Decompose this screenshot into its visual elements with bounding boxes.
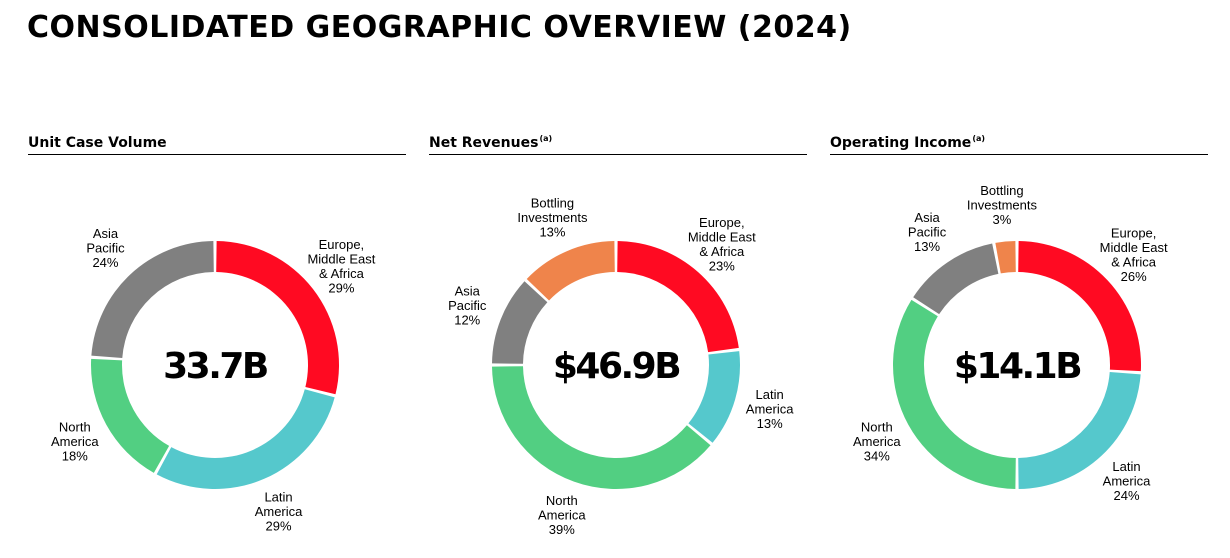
chart-title-text: Net Revenues bbox=[429, 135, 539, 151]
donut-slice-latin-america bbox=[688, 351, 740, 443]
slice-label-latin-america: Latin America 29% bbox=[255, 489, 303, 533]
donut-slice-north-america bbox=[492, 366, 711, 489]
panel-operating-income: Operating Income(a) Europe, Middle East & … bbox=[830, 130, 1208, 558]
slice-label-europe-middle-east-africa: Europe, Middle East & Africa 26% bbox=[1100, 226, 1168, 285]
slice-label-latin-america: Latin America 13% bbox=[746, 387, 794, 431]
donut-slice-europe-middle-east-africa bbox=[216, 241, 339, 395]
chart-title-footnote: (a) bbox=[972, 134, 986, 143]
chart-title-text: Operating Income bbox=[830, 135, 972, 151]
panel-net-revenues: Net Revenues(a) Europe, Middle East & Afri… bbox=[429, 130, 807, 558]
donut-slice-bottling-investments bbox=[526, 241, 615, 301]
donut-slice-north-america bbox=[893, 299, 1016, 489]
slice-label-asia-pacific: Asia Pacific 13% bbox=[908, 210, 947, 254]
donut-center-value: 33.7B bbox=[163, 346, 267, 387]
donut-slice-latin-america bbox=[156, 389, 335, 489]
slice-label-europe-middle-east-africa: Europe, Middle East & Africa 29% bbox=[307, 237, 375, 296]
donut-center-value: $46.9B bbox=[553, 346, 679, 387]
donut-slice-asia-pacific bbox=[913, 243, 999, 315]
slice-label-asia-pacific: Asia Pacific 12% bbox=[448, 284, 487, 328]
slice-label-latin-america: Latin America 24% bbox=[1103, 459, 1151, 503]
donut-slice-asia-pacific bbox=[492, 281, 548, 364]
page-title: CONSOLIDATED GEOGRAPHIC OVERVIEW (2024) bbox=[27, 10, 852, 45]
chart-title-text: Unit Case Volume bbox=[28, 135, 167, 151]
donut-slice-latin-america bbox=[1018, 372, 1141, 489]
chart-title-footnote: (a) bbox=[539, 134, 553, 143]
donut-slice-europe-middle-east-africa bbox=[617, 241, 739, 353]
slice-label-north-america: North America 34% bbox=[853, 420, 901, 464]
donut-slice-north-america bbox=[90, 358, 170, 473]
donut-chart-unit-case-volume: Europe, Middle East & Africa 29% Latin Americ… bbox=[51, 226, 376, 533]
donut-slice-bottling-investments bbox=[995, 241, 1016, 274]
slice-label-bottling-investments: Bottling Investments 13% bbox=[517, 196, 588, 240]
slice-label-north-america: North America 39% bbox=[538, 493, 586, 537]
slice-label-north-america: North America 18% bbox=[51, 420, 99, 464]
chart-title: Operating Income(a) bbox=[830, 134, 1208, 155]
chart-title: Net Revenues(a) bbox=[429, 134, 807, 155]
slice-label-asia-pacific: Asia Pacific 24% bbox=[86, 226, 125, 270]
chart-title: Unit Case Volume bbox=[28, 134, 406, 155]
slice-label-europe-middle-east-africa: Europe, Middle East & Africa 23% bbox=[688, 215, 756, 274]
donut-chart-operating-income: Europe, Middle East & Africa 26% Latin Americ… bbox=[853, 183, 1168, 503]
donut-slice-asia-pacific bbox=[91, 241, 214, 358]
donut-chart-net-revenues: Europe, Middle East & Africa 23% Latin Americ… bbox=[448, 196, 794, 537]
slice-label-bottling-investments: Bottling Investments 3% bbox=[967, 183, 1038, 227]
donut-slice-europe-middle-east-africa bbox=[1018, 241, 1141, 372]
donut-center-value: $14.1B bbox=[954, 346, 1080, 387]
panel-unit-case-volume: Unit Case Volume Europe, Middle East & Afr… bbox=[28, 130, 406, 558]
